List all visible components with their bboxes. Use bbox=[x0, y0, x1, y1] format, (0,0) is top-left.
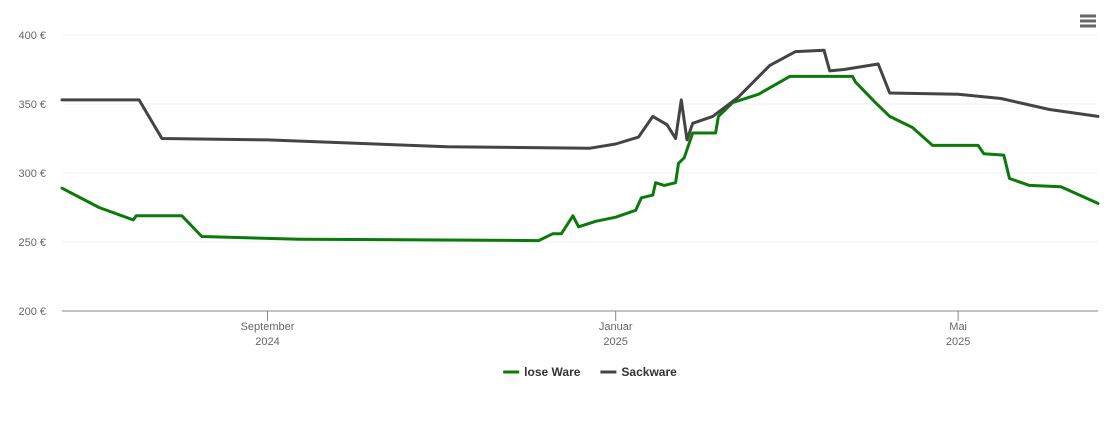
legend-label: lose Ware bbox=[524, 365, 581, 379]
legend-label: Sackware bbox=[621, 365, 677, 379]
y-tick-label: 350 € bbox=[18, 99, 46, 111]
x-tick-label: Januar bbox=[599, 321, 633, 333]
legend-item[interactable]: lose Ware bbox=[503, 365, 581, 379]
menu-button[interactable] bbox=[1074, 10, 1102, 34]
y-tick-label: 250 € bbox=[18, 237, 46, 249]
y-tick-label: 300 € bbox=[18, 168, 46, 180]
y-tick-label: 400 € bbox=[18, 30, 46, 42]
x-tick-label: 2024 bbox=[255, 336, 279, 348]
x-tick-label: 2025 bbox=[946, 336, 970, 348]
menu-icon[interactable] bbox=[1080, 14, 1096, 28]
y-tick-label: 200 € bbox=[18, 306, 46, 318]
legend: lose Ware Sackware bbox=[503, 365, 677, 379]
series-line bbox=[60, 74, 1100, 243]
legend-item[interactable]: Sackware bbox=[600, 365, 677, 379]
x-tick-label: Mai bbox=[949, 321, 967, 333]
x-tick-label: 2025 bbox=[603, 336, 627, 348]
series-line bbox=[60, 48, 1100, 150]
x-tick-label: September bbox=[241, 321, 295, 333]
